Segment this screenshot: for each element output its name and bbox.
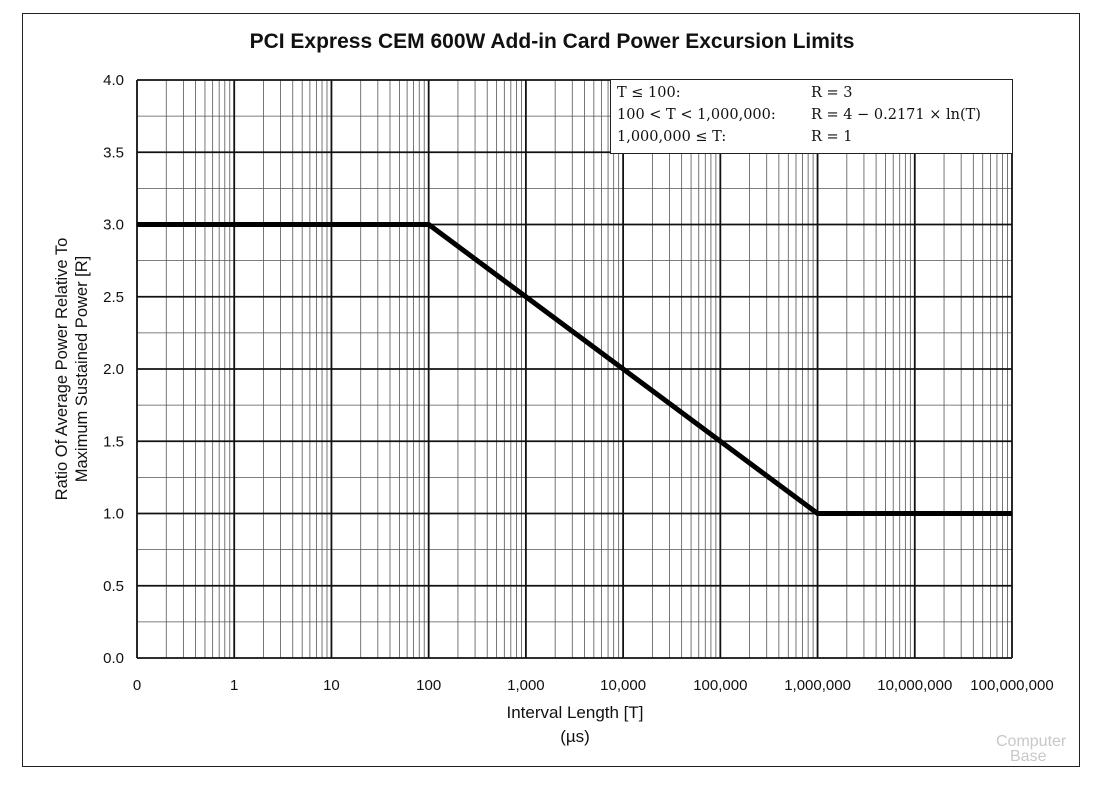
formula-condition: 100 < T < 1,000,000: bbox=[617, 107, 776, 123]
y-tick-label: 3.0 bbox=[103, 217, 124, 234]
y-axis-label: Ratio Of Average Power Relative To Maxim… bbox=[52, 89, 92, 649]
x-tick-label: 10,000 bbox=[600, 677, 646, 694]
x-axis-unit: (µs) bbox=[560, 727, 590, 746]
y-tick-label: 3.5 bbox=[103, 144, 124, 161]
y-tick-label: 2.5 bbox=[103, 289, 124, 306]
series-group bbox=[137, 222, 1012, 516]
x-tick-labels: 0 1 10 100 1,000 10,000 100,000 1,000,000 10,000… bbox=[133, 677, 1054, 694]
formula-condition: 1,000,000 ≤ T: bbox=[617, 129, 727, 145]
y-tick-label: 1.0 bbox=[103, 506, 124, 523]
watermark-line2: Base bbox=[1010, 748, 1047, 765]
x-tick-label: 10,000,000 bbox=[877, 677, 952, 694]
y-axis-label-line2: Maximum Sustained Power [R] bbox=[73, 255, 91, 483]
y-tick-label: 1.5 bbox=[103, 433, 124, 450]
formula-expression: R = 3 bbox=[811, 85, 853, 101]
x-tick-label: 1 bbox=[230, 677, 238, 694]
series-line bbox=[137, 222, 1012, 516]
x-tick-label: 100,000,000 bbox=[970, 677, 1053, 694]
y-tick-label: 4.0 bbox=[103, 72, 124, 89]
x-tick-label: 100,000 bbox=[693, 677, 747, 694]
major-gridlines bbox=[136, 79, 1013, 659]
formula-expression: R = 1 bbox=[811, 129, 853, 145]
x-tick-label: 1,000 bbox=[507, 677, 545, 694]
chart-frame bbox=[22, 13, 1080, 767]
x-axis-label: Interval Length [T] (µs) bbox=[506, 701, 643, 749]
y-axis-label-line1: Ratio Of Average Power Relative To bbox=[53, 237, 71, 501]
y-tick-label: 2.0 bbox=[103, 361, 124, 378]
x-tick-label: 1,000,000 bbox=[784, 677, 851, 694]
x-tick-label: 10 bbox=[323, 677, 340, 694]
x-tick-label: 100 bbox=[416, 677, 441, 694]
x-axis-label-text: Interval Length [T] bbox=[506, 703, 644, 722]
x-tick-label: 0 bbox=[133, 677, 141, 694]
formula-expression: R = 4 − 0.2171 × ln(T) bbox=[811, 107, 981, 123]
watermark-line1: Computer bbox=[996, 733, 1067, 750]
chart-title: PCI Express CEM 600W Add-in Card Power E… bbox=[249, 30, 855, 53]
y-tick-labels: 0.0 0.5 1.0 1.5 2.0 2.5 3.0 3.5 4.0 bbox=[103, 72, 124, 667]
formula-legend: T ≤ 100: R = 3 100 < T < 1,000,000: R = … bbox=[610, 79, 1013, 154]
y-tick-label: 0.0 bbox=[103, 650, 124, 667]
formula-condition: T ≤ 100: bbox=[617, 85, 681, 101]
computerbase-watermark: Computer Base bbox=[996, 733, 1067, 765]
y-tick-label: 0.5 bbox=[103, 578, 124, 595]
